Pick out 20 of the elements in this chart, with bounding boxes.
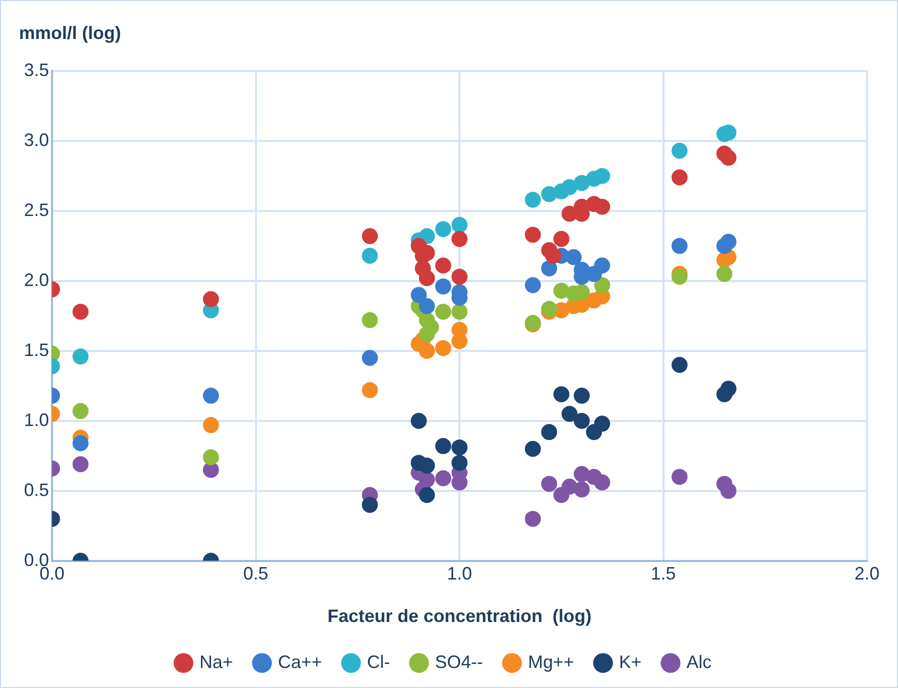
x-axis-title: Facteur de concentration (log) (327, 606, 592, 626)
y-axis-title: mmol/l (log) (19, 23, 121, 44)
legend-label: Na+ (199, 652, 233, 672)
legend-label: Alc (686, 652, 712, 672)
legend-label: Mg++ (528, 652, 574, 672)
x-tick-label: 1.0 (446, 564, 472, 584)
legend-label: Cl- (367, 652, 390, 672)
legend-label: SO4-- (434, 652, 484, 672)
y-tick-label: 0.5 (24, 480, 50, 500)
x-tick-label: 1.5 (650, 564, 676, 584)
y-tick-label: 1.0 (24, 410, 50, 430)
y-tick-label: 2.0 (24, 270, 50, 290)
y-tick-label: 2.5 (24, 200, 50, 220)
y-tick-label: 1.5 (24, 340, 50, 360)
x-tick-label: 0.5 (243, 564, 268, 584)
y-tick-label: 3.5 (24, 60, 50, 80)
legend-label: Ca++ (278, 652, 322, 672)
x-tick-label: 2.0 (854, 564, 880, 584)
y-tick-label: 3.0 (24, 130, 50, 150)
legend-label: K+ (619, 652, 642, 672)
